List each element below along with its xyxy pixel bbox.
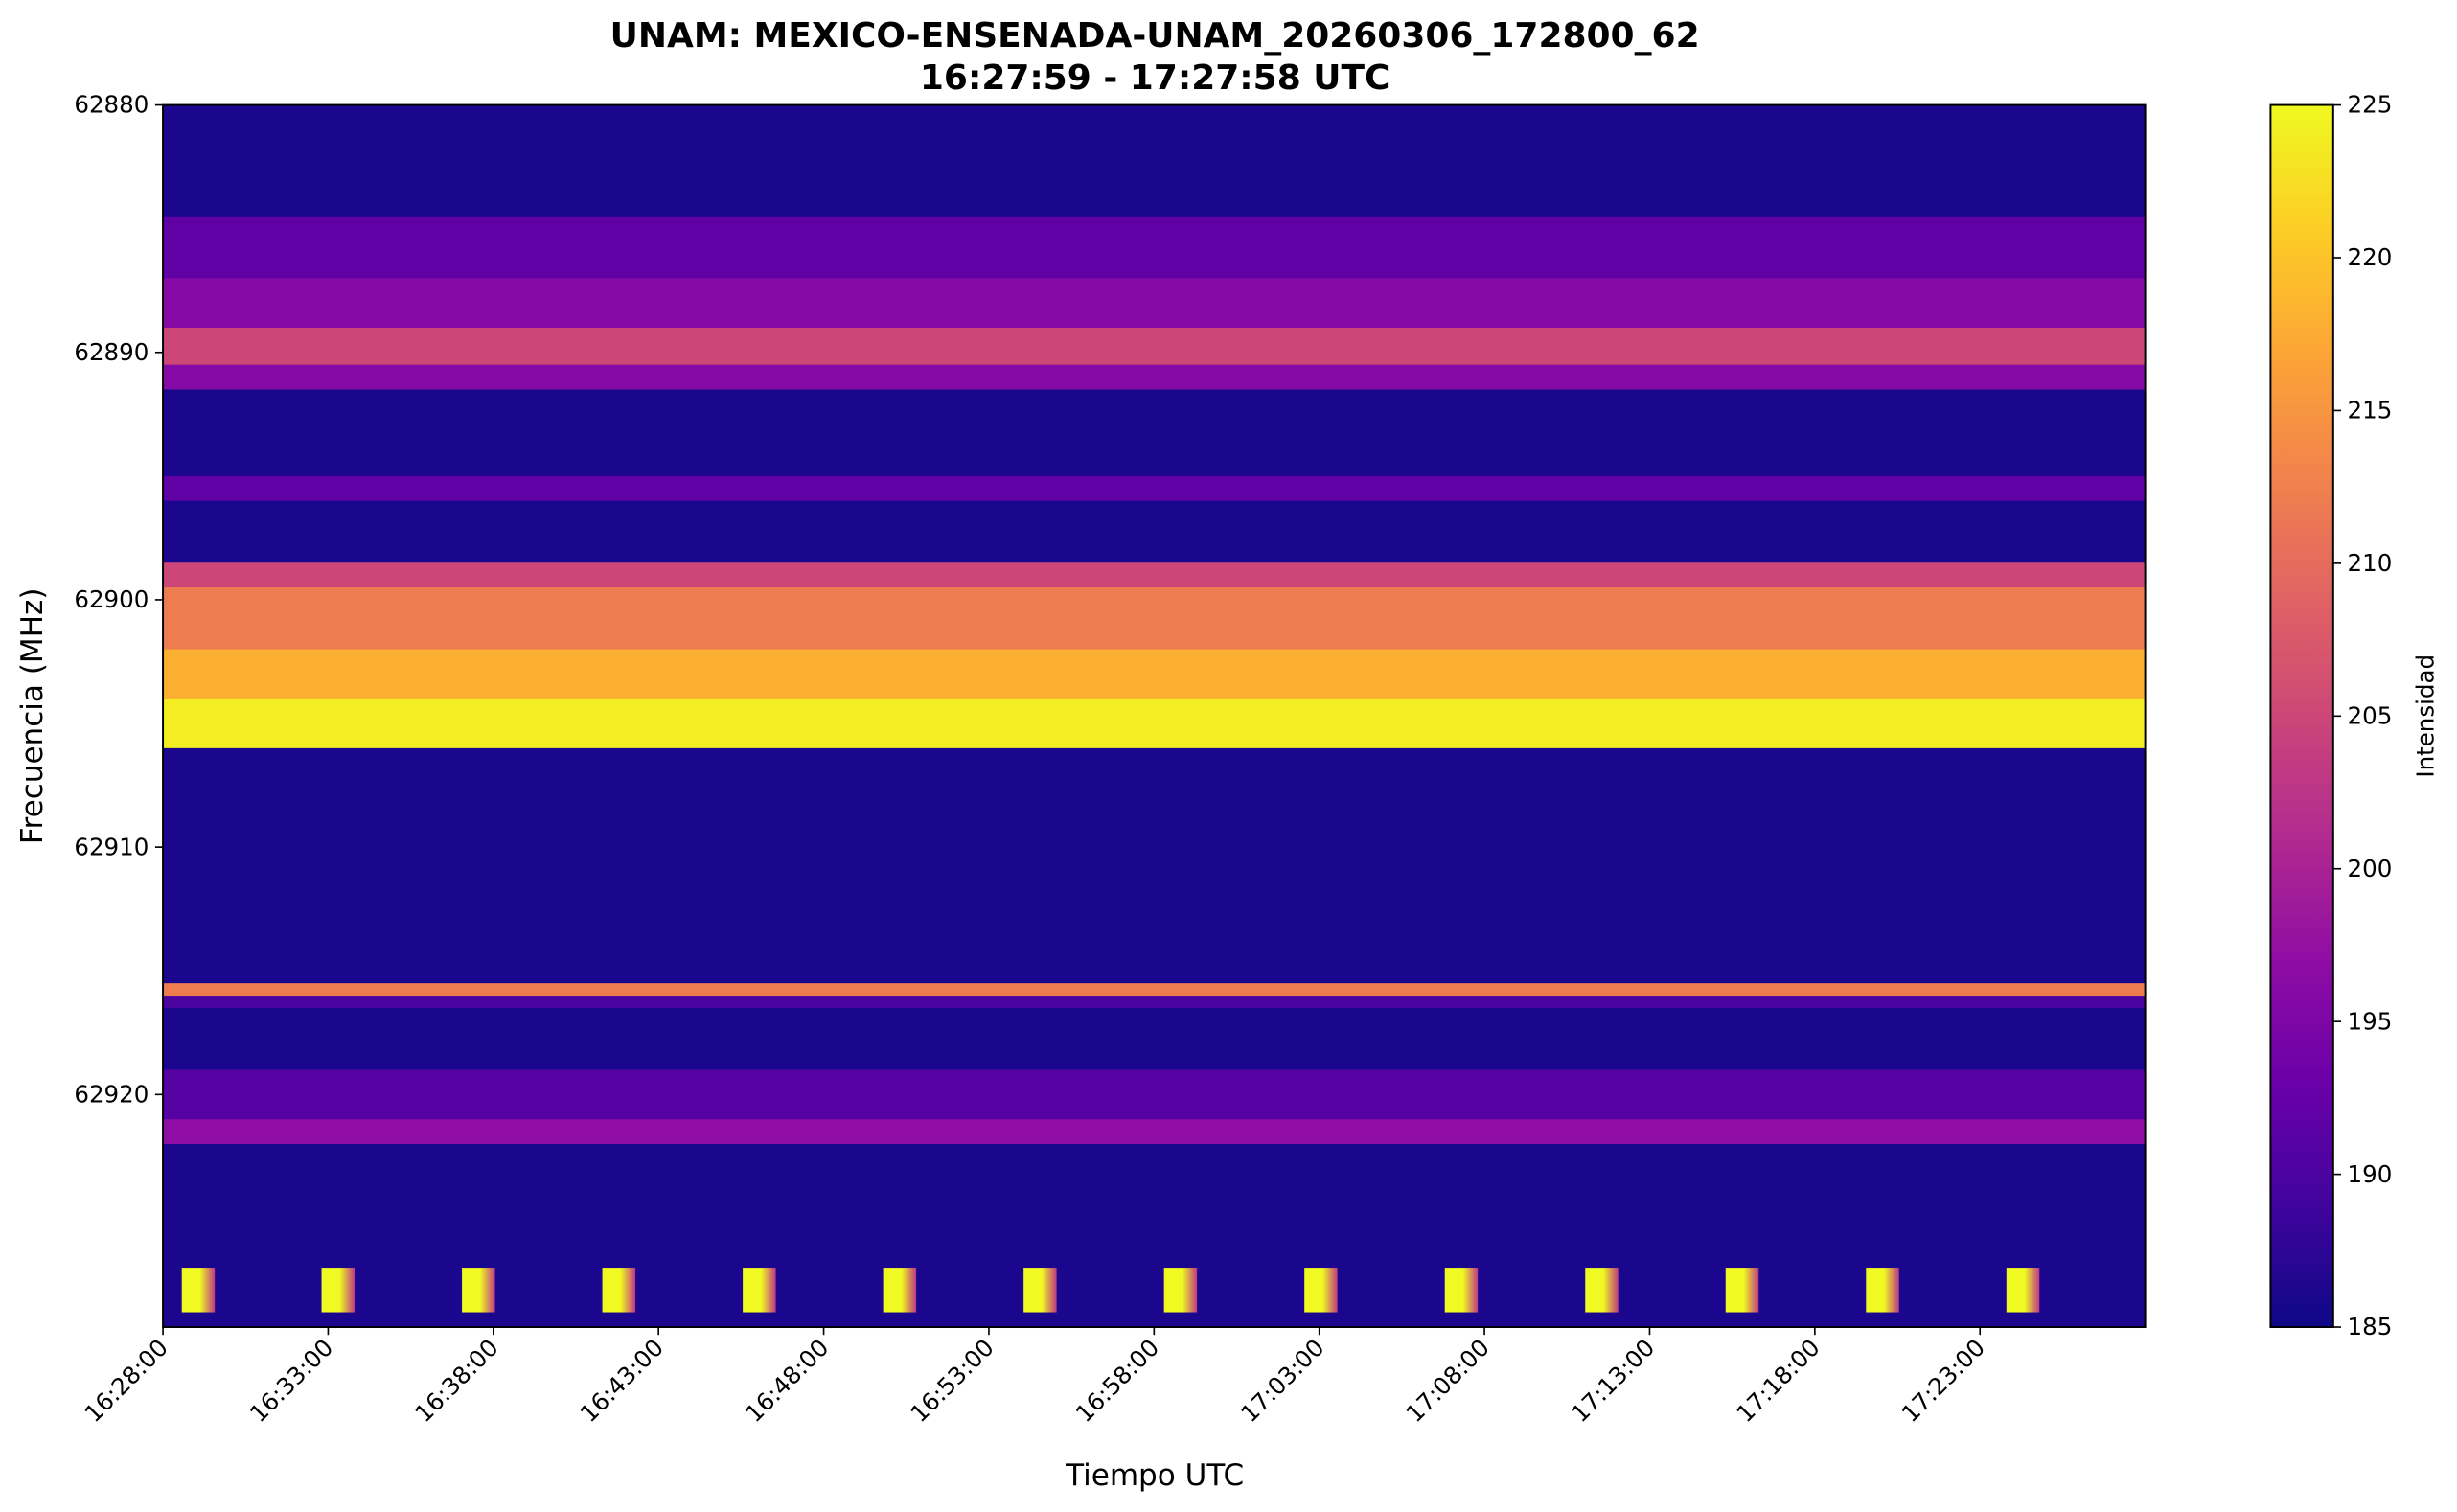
y-tick-label: 62920 [74,1081,149,1109]
colorbar-tick-label: 210 [2348,549,2393,577]
colorbar-tick-label: 220 [2348,243,2393,271]
chart-title: UNAM: MEXICO-ENSENADA-UNAM_20260306_1728… [610,16,1700,56]
x-axis-label: Tiempo UTC [1065,1458,1244,1493]
x-tick-label: 16:58:00 [1070,1334,1164,1428]
calibration-pulse [1444,1268,1479,1313]
heatmap-row [163,562,2146,588]
x-tick-label: 16:48:00 [740,1334,834,1428]
heatmap-row [163,1119,2146,1145]
colorbar-tick-label: 200 [2348,855,2393,882]
calibration-pulse [1866,1268,1899,1313]
y-tick-label: 62910 [74,833,149,860]
y-axis-label: Frecuencia (MHz) [15,588,50,845]
chart-subtitle: 16:27:59 - 17:27:58 UTC [920,58,1390,98]
x-tick-label: 16:33:00 [244,1334,338,1428]
colorbar [2269,103,2334,1329]
x-tick-label: 16:43:00 [575,1334,669,1428]
x-tick-label: 17:13:00 [1566,1334,1660,1428]
calibration-pulse [1304,1268,1338,1313]
x-tick-label: 17:03:00 [1235,1334,1329,1428]
calibration-pulse [1023,1268,1057,1313]
calibration-pulse [1725,1268,1759,1313]
heatmap-row [163,364,2146,391]
colorbar-tick-label: 185 [2348,1313,2393,1340]
calibration-pulse [2006,1268,2040,1313]
heatmap-row [163,389,2146,477]
calibration-pulse [743,1268,776,1313]
calibration-pulse [1163,1268,1198,1313]
x-tick-label: 16:53:00 [905,1334,999,1428]
colorbar-tick-label: 205 [2348,701,2393,729]
heatmap-row [163,104,2146,218]
x-tick-label: 16:28:00 [79,1334,172,1428]
x-tick-label: 17:08:00 [1401,1334,1495,1428]
heatmap-row [163,983,2146,997]
calibration-pulse [321,1268,356,1313]
calibration-pulse [883,1268,917,1313]
y-tick-label: 62900 [74,585,149,613]
calibration-pulse [1585,1268,1619,1313]
y-tick-label: 62880 [74,91,149,119]
heatmap-row [163,327,2146,366]
calibration-pulse [181,1268,216,1313]
heatmap-row [163,216,2146,280]
x-tick-label: 16:38:00 [409,1334,503,1428]
colorbar-tick-label: 225 [2348,91,2393,119]
colorbar-label: Intensidad [2411,654,2439,778]
heatmap-row [163,699,2146,749]
heatmap-row [163,649,2146,700]
x-tick-label: 17:18:00 [1731,1334,1825,1428]
heatmap-row [163,475,2146,502]
colorbar-tick-label: 215 [2348,397,2393,424]
heatmap-row [163,1069,2146,1120]
calibration-pulse [462,1268,495,1313]
heatmap-row [163,500,2146,564]
calibration-pulse [602,1268,636,1313]
heatmap-row [163,747,2146,984]
heatmap-row [163,1143,2146,1328]
heatmap-row [163,996,2146,1009]
colorbar-tick-label: 190 [2348,1160,2393,1188]
heatmap-row [163,587,2146,651]
x-tick-label: 17:23:00 [1896,1334,1990,1428]
colorbar-tick-label: 195 [2348,1007,2393,1035]
y-tick-label: 62890 [74,338,149,366]
heatmap-row [163,278,2146,329]
heatmap-row [163,1007,2146,1071]
